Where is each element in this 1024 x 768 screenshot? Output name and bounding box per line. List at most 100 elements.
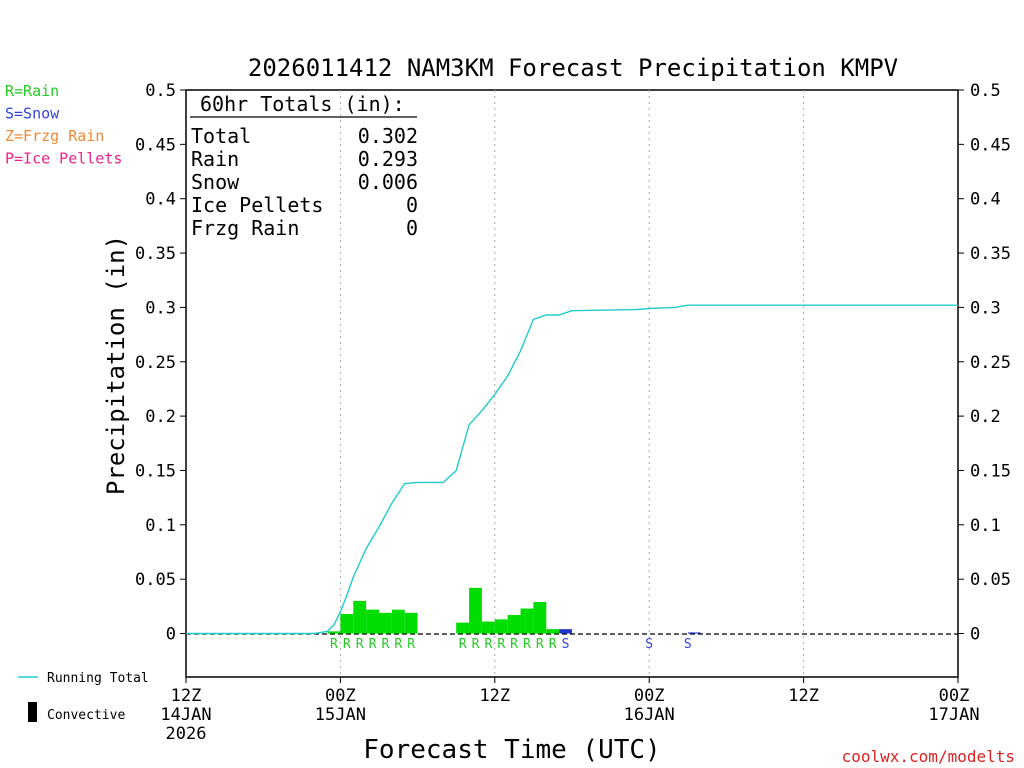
y-tick-label-right: 0.1 [970, 516, 1001, 536]
rain-bar [469, 587, 482, 634]
x-tick-label: 00Z [939, 686, 970, 706]
rain-type-marker: R [472, 637, 480, 652]
totals-row-label: Snow [191, 170, 240, 194]
y-tick-label-right: 0.2 [970, 407, 1001, 427]
rain-type-marker: R [394, 637, 402, 652]
rain-type-marker: R [497, 637, 505, 652]
y-tick-label-right: 0.4 [970, 190, 1001, 210]
precip-type-legend: R=Rain S=Snow Z=Frzg Rain P=Ice Pellets [5, 82, 122, 168]
x-tick-label: 12Z [788, 686, 819, 706]
running-total-line [186, 304, 958, 635]
rain-bar [533, 601, 547, 634]
y-tick-label: 0.1 [145, 516, 176, 536]
y-tick-label: 0.15 [135, 461, 176, 481]
y-axis-ticks: 0.5 0.5 0.45 0.45 0.4 0.4 0.35 0.35 0.3 0.3 0.25 0.… [135, 81, 1011, 645]
y-tick-label-right: 0 [970, 625, 980, 645]
totals-row-label: Rain [191, 147, 239, 171]
y-tick-label: 0.25 [135, 353, 176, 373]
x-tick-date: 17JAN [928, 705, 979, 725]
snow-type-marker: S [684, 637, 692, 652]
snow-bar [687, 632, 701, 634]
totals-row-label: Frzg Rain [191, 216, 299, 240]
rain-bar [366, 609, 379, 634]
convective-legend-label: Convective [47, 708, 125, 723]
line-legend: Running Total Convective [18, 671, 149, 723]
y-tick-label: 0.3 [145, 298, 176, 318]
x-tick-label: 00Z [325, 686, 356, 706]
y-tick-label: 0 [166, 625, 176, 645]
totals-row-label: Total [191, 124, 251, 148]
rain-bar [379, 612, 392, 634]
snow-type-marker: S [645, 637, 653, 652]
rain-bar [481, 621, 495, 634]
totals-row-value: 0.293 [358, 147, 418, 171]
y-tick-label: 0.45 [135, 135, 176, 155]
legend-type-entry: R=Rain [5, 82, 59, 100]
totals-box: 60hr Totals (in): Total 0.302 Rain 0.293 Sno… [190, 92, 418, 240]
x-tick-label: 00Z [634, 686, 665, 706]
y-tick-label-right: 0.5 [970, 81, 1001, 101]
legend-type-entry: P=Ice Pellets [5, 150, 122, 168]
totals-title: 60hr Totals (in): [200, 92, 405, 116]
y-tick-label-right: 0.45 [970, 135, 1011, 155]
rain-type-marker: R [549, 637, 557, 652]
y-tick-label-right: 0.3 [970, 298, 1001, 318]
totals-row-value: 0.302 [358, 124, 418, 148]
y-tick-label-right: 0.25 [970, 353, 1011, 373]
rain-bar [340, 613, 354, 634]
legend-type-entry: S=Snow [5, 105, 60, 123]
x-tick-date: 16JAN [624, 705, 675, 725]
convective-legend-swatch [28, 702, 37, 722]
rain-bar [353, 600, 367, 634]
rain-type-marker: R [356, 637, 364, 652]
rain-type-marker: R [536, 637, 544, 652]
precip-bars [327, 587, 701, 634]
x-tick-year: 2026 [166, 724, 207, 744]
totals-row-value: 0 [406, 216, 418, 240]
rain-bar [327, 631, 341, 634]
credit-text: coolwx.com/modelts [842, 747, 1015, 766]
rain-type-marker: R [369, 637, 377, 652]
plot-area [185, 89, 959, 678]
snow-bar [559, 629, 572, 634]
x-tick-date: 14JAN [160, 705, 211, 725]
y-tick-label-right: 0.05 [970, 570, 1011, 590]
totals-row-label: Ice Pellets [191, 193, 323, 217]
rain-type-marker: R [484, 637, 492, 652]
rain-bar [520, 608, 534, 634]
chart-title: 2026011412 NAM3KM Forecast Precipitation… [248, 54, 898, 82]
y-tick-label: 0.35 [135, 244, 176, 264]
y-tick-label: 0.5 [145, 81, 176, 101]
gridlines [339, 90, 805, 677]
x-tick-date: 15JAN [315, 705, 366, 725]
rain-type-marker: R [343, 637, 351, 652]
running-total-legend-label: Running Total [47, 671, 149, 686]
snow-type-marker: S [562, 637, 570, 652]
y-tick-label-right: 0.35 [970, 244, 1011, 264]
y-tick-label-right: 0.15 [970, 461, 1011, 481]
rain-bar [456, 622, 470, 634]
rain-bar [507, 615, 521, 634]
y-tick-label: 0.05 [135, 570, 176, 590]
y-tick-label: 0.2 [145, 407, 176, 427]
rain-type-marker: R [523, 637, 531, 652]
x-tick-label: 12Z [479, 686, 510, 706]
y-tick-label: 0.4 [145, 190, 176, 210]
x-tick-label: 12Z [171, 686, 202, 706]
totals-row-value: 0 [406, 193, 418, 217]
rain-bar [546, 629, 560, 634]
legend-type-entry: Z=Frzg Rain [5, 127, 104, 145]
rain-type-marker: R [382, 637, 390, 652]
totals-row-value: 0.006 [358, 170, 418, 194]
rain-bar [494, 619, 508, 634]
x-axis-label: Forecast Time (UTC) [363, 735, 660, 765]
rain-bar [404, 612, 418, 634]
rain-type-marker: R [407, 637, 415, 652]
rain-type-marker: R [459, 637, 467, 652]
rain-type-marker: R [330, 637, 338, 652]
y-axis-label: Precipitation (in) [102, 235, 130, 495]
rain-bar [391, 609, 405, 634]
